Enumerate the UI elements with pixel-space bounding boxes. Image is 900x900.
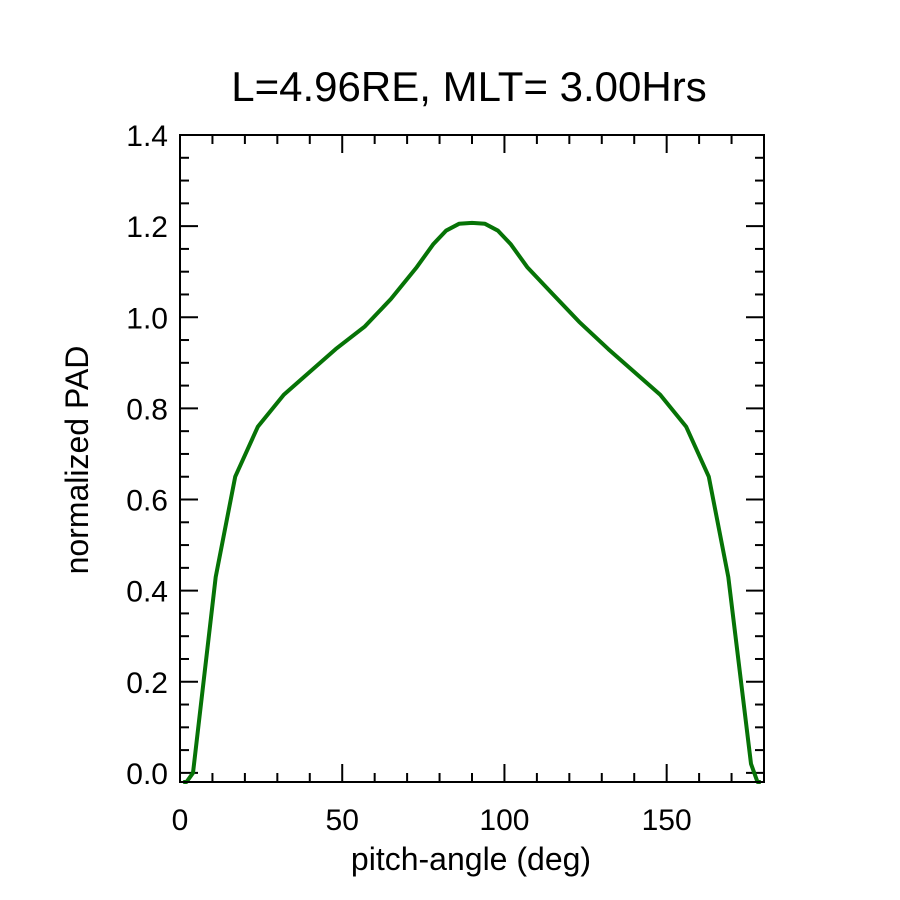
y-tick-label: 0.0: [126, 758, 168, 791]
y-tick-label: 0.2: [126, 667, 168, 700]
x-tick-label: 0: [172, 804, 189, 837]
x-tick-label: 100: [479, 804, 529, 837]
y-tick-label: 1.2: [126, 211, 168, 244]
y-tick-label: 0.6: [126, 485, 168, 518]
tick-labels-group: 0 50 100 150 0.0 0.2 0.4 0.6 0.8 1.0 1.2 1.4: [126, 120, 691, 837]
ticks-group: [179, 134, 765, 782]
chart-title: L=4.96RE, MLT= 3.00Hrs: [231, 63, 706, 110]
x-axis-label: pitch-angle (deg): [351, 841, 591, 877]
y-tick-label: 1.0: [126, 302, 168, 335]
plot-frame: [179, 134, 765, 783]
y-axis-label: normalized PAD: [59, 346, 95, 575]
x-tick-label: 50: [326, 804, 359, 837]
y-tick-label: 0.8: [126, 393, 168, 426]
x-tick-label: 150: [642, 804, 692, 837]
y-tick-label: 0.4: [126, 576, 168, 609]
y-tick-label: 1.4: [126, 120, 168, 153]
series-layer: [183, 220, 761, 784]
series-line: [183, 220, 761, 784]
